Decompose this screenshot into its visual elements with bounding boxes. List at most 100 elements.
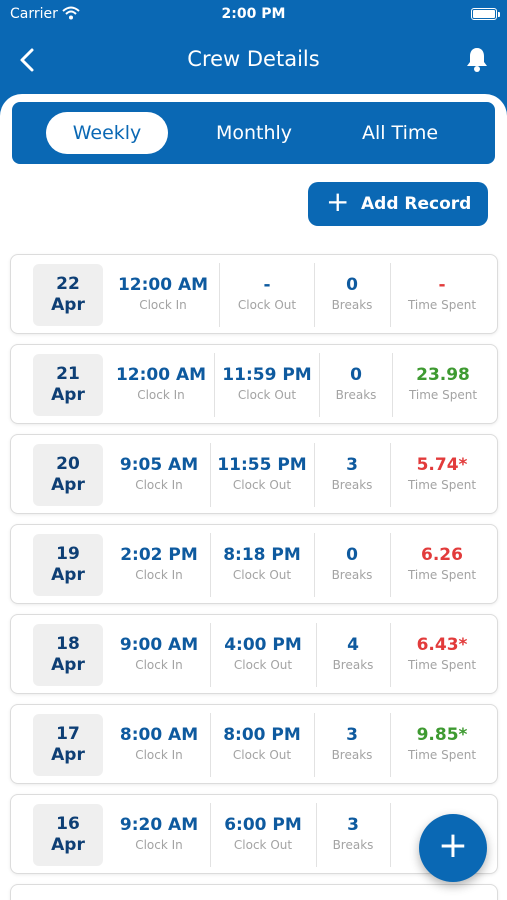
record-card[interactable]: 19 Apr 2:02 PM Clock In 8:18 PM Clock Ou…: [10, 524, 498, 604]
clock-in-label: Clock In: [135, 658, 183, 672]
date-day: 17: [56, 724, 80, 744]
clock-in-label: Clock In: [135, 748, 183, 762]
plus-icon: +: [326, 185, 350, 218]
tab-monthly[interactable]: Monthly: [215, 122, 293, 144]
clock-in-cell: 12:00 AM Clock In: [111, 255, 215, 335]
add-record-label: Add Record: [361, 194, 472, 214]
breaks-cell: 3 Breaks: [318, 795, 388, 875]
clock-in-label: Clock In: [135, 838, 183, 852]
record-card[interactable]: 18 Apr 9:00 AM Clock In 4:00 PM Clock Ou…: [10, 614, 498, 694]
time-spent-label: Time Spent: [407, 478, 477, 492]
date-month: Apr: [51, 655, 85, 675]
divider: [210, 623, 211, 687]
divider: [314, 443, 315, 507]
breaks-label: Breaks: [331, 478, 373, 492]
clock-in-cell: 9:00 AM Clock In: [111, 615, 207, 695]
clock-out-label: Clock Out: [232, 748, 292, 762]
record-card[interactable]: 22 Apr 12:00 AM Clock In - Clock Out 0 B…: [10, 254, 498, 334]
clock-out-cell: 8:18 PM Clock Out: [212, 525, 312, 605]
divider: [219, 263, 220, 327]
divider: [210, 533, 211, 597]
breaks-cell: 4 Breaks: [318, 615, 388, 695]
divider: [210, 713, 211, 777]
clock-out-cell: 11:59 PM Clock Out: [216, 345, 318, 425]
plus-icon: +: [437, 825, 469, 866]
divider: [390, 713, 391, 777]
clock-in-cell: 2:02 PM Clock In: [111, 525, 207, 605]
breaks-value: 0: [346, 545, 358, 565]
clock-in-cell: 9:05 AM Clock In: [111, 435, 207, 515]
date-badge: 16 Apr: [33, 804, 103, 866]
record-card[interactable]: 21 Apr 12:00 AM Clock In 11:59 PM Clock …: [10, 344, 498, 424]
clock-in-label: Clock In: [135, 478, 183, 492]
clock-out-label: Clock Out: [237, 298, 297, 312]
breaks-value: 3: [346, 725, 358, 745]
divider: [316, 623, 317, 687]
time-spent-cell: 9.85* Time Spent: [392, 705, 492, 785]
breaks-value: 4: [347, 635, 359, 655]
clock-in-label: Clock In: [137, 388, 185, 402]
record-card[interactable]: 16 Apr 9:20 AM Clock In 6:00 PM Clock Ou…: [10, 794, 498, 874]
breaks-label: Breaks: [331, 298, 373, 312]
date-badge: 17 Apr: [33, 714, 103, 776]
breaks-cell: 0 Breaks: [321, 345, 391, 425]
date-month: Apr: [51, 385, 85, 405]
bell-icon: [467, 48, 487, 72]
date-day: 20: [56, 454, 80, 474]
add-record-button[interactable]: + Add Record: [308, 182, 488, 226]
date-badge: 20 Apr: [33, 444, 103, 506]
clock-in-cell: 9:20 AM Clock In: [111, 795, 207, 875]
divider: [319, 353, 320, 417]
clock-in-cell: 12:00 AM Clock In: [111, 345, 211, 425]
divider: [210, 803, 211, 867]
breaks-label: Breaks: [332, 658, 374, 672]
tab-all-time[interactable]: All Time: [361, 122, 439, 144]
time-spent-label: Time Spent: [407, 568, 477, 582]
clock-out-label: Clock Out: [233, 658, 293, 672]
date-month: Apr: [51, 565, 85, 585]
clock-out-value: 8:18 PM: [223, 545, 301, 565]
back-button[interactable]: [16, 46, 40, 74]
date-month: Apr: [51, 745, 85, 765]
time-spent-label: Time Spent: [407, 748, 477, 762]
time-spent-value: 6.26: [421, 545, 463, 565]
battery-icon: [471, 8, 500, 20]
divider: [314, 263, 315, 327]
clock-out-value: 4:00 PM: [224, 635, 302, 655]
time-spent-label: Time Spent: [407, 298, 477, 312]
notifications-button[interactable]: [465, 45, 489, 73]
breaks-cell: 3 Breaks: [316, 705, 388, 785]
date-badge: 19 Apr: [33, 534, 103, 596]
date-month: Apr: [51, 475, 85, 495]
clock-out-cell: 6:00 PM Clock Out: [212, 795, 314, 875]
clock-in-label: Clock In: [139, 298, 187, 312]
date-day: 19: [56, 544, 80, 564]
time-spent-value: 23.98: [416, 365, 470, 385]
date-month: Apr: [51, 835, 85, 855]
time-spent-cell: 6.26 Time Spent: [392, 525, 492, 605]
clock-in-value: 8:00 AM: [119, 725, 199, 745]
wifi-icon: [62, 6, 80, 24]
date-day: 21: [56, 364, 80, 384]
record-card[interactable]: 20 Apr 9:05 AM Clock In 11:55 PM Clock O…: [10, 434, 498, 514]
divider: [316, 803, 317, 867]
clock-in-cell: 8:00 AM Clock In: [111, 705, 207, 785]
date-badge: 22 Apr: [33, 264, 103, 326]
breaks-cell: 0 Breaks: [316, 525, 388, 605]
add-floating-button[interactable]: +: [419, 814, 487, 882]
date-badge: 21 Apr: [33, 354, 103, 416]
clock-out-label: Clock Out: [233, 838, 293, 852]
record-card[interactable]: 17 Apr 8:00 AM Clock In 8:00 PM Clock Ou…: [10, 704, 498, 784]
tab-weekly[interactable]: Weekly: [46, 112, 168, 154]
time-spent-value: -: [438, 275, 446, 295]
date-day: 22: [56, 274, 80, 294]
content-sheet: Weekly Monthly All Time + Add Record 22 …: [0, 94, 507, 900]
clock-in-value: 9:00 AM: [119, 635, 199, 655]
breaks-cell: 3 Breaks: [316, 435, 388, 515]
clock-out-label: Clock Out: [232, 478, 292, 492]
breaks-cell: 0 Breaks: [316, 255, 388, 335]
time-spent-cell: 23.98 Time Spent: [394, 345, 492, 425]
breaks-label: Breaks: [332, 838, 374, 852]
divider: [214, 353, 215, 417]
record-card[interactable]: [10, 884, 498, 900]
